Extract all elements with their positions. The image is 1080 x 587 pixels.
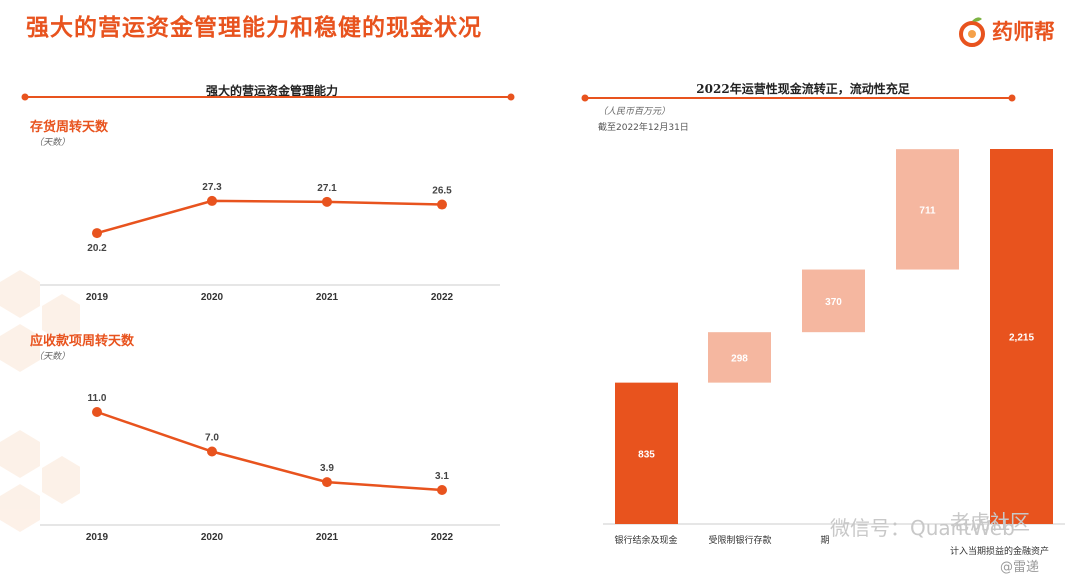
watermark-wechat: 微信号：QuantWeb — [830, 516, 1015, 540]
receivable-tick-label: 2019 — [86, 532, 109, 543]
receivable-days-chart: 11.0 2019 7.0 2020 3.9 2021 3.1 2022 — [40, 393, 500, 543]
left-panel-rule — [21, 93, 515, 101]
logo-icon-core — [968, 30, 976, 38]
waterfall-value-label: 711 — [919, 205, 936, 216]
inventory-tick-label: 2020 — [201, 292, 224, 303]
cash-date: 截至2022年12月31日 — [598, 123, 689, 133]
inventory-data-label: 20.2 — [87, 243, 107, 254]
inventory-point — [437, 199, 447, 210]
receivable-data-label: 11.0 — [88, 393, 107, 404]
right-panel-rule — [581, 94, 1016, 102]
receivable-data-label: 3.1 — [435, 471, 449, 482]
inventory-days-unit: （天数） — [34, 138, 71, 148]
logo-leaf-icon — [972, 17, 982, 22]
receivable-tick-label: 2021 — [316, 532, 339, 543]
waterfall-value-label: 298 — [731, 353, 748, 364]
left-panel-title: 强大的营运资金管理能力 — [205, 84, 338, 98]
watermark-community: 老虎社区 — [950, 510, 1030, 534]
receivable-days-title: 应收款项周转天数 — [30, 334, 135, 349]
waterfall-bar — [708, 332, 771, 383]
waterfall-bar — [896, 149, 959, 270]
inventory-series-line — [96, 199, 443, 235]
waterfall-bar — [802, 269, 865, 333]
logo-text: 药师帮 — [992, 20, 1055, 44]
waterfall-bar — [615, 382, 678, 524]
inventory-point — [207, 195, 217, 206]
inventory-data-label: 26.5 — [432, 186, 452, 197]
receivable-series-line — [96, 410, 443, 492]
cash-waterfall-chart: 835 298 370 711 2,215 银行结余及现金 受限制银行存款 期计入当期损益的金… — [603, 149, 1065, 556]
receivable-data-label: 7.0 — [205, 433, 219, 444]
waterfall-value-label: 2,215 — [1009, 333, 1034, 344]
page-title: 强大的营运资金管理能力和稳健的现金状况 — [26, 14, 482, 41]
inventory-point — [322, 196, 332, 207]
receivable-days-unit: （天数） — [34, 352, 71, 362]
inventory-point — [92, 228, 102, 239]
waterfall-category-label: 计入当期损益的金融资产 — [950, 545, 1049, 556]
waterfall-value-label: 835 — [638, 449, 655, 460]
inventory-tick-label: 2022 — [431, 292, 454, 303]
receivable-tick-label: 2022 — [431, 532, 454, 543]
inventory-tick-label: 2021 — [316, 292, 339, 303]
logo — [959, 17, 985, 47]
receivable-point — [437, 485, 447, 496]
waterfall-category-label: 受限制银行存款 — [708, 534, 771, 545]
receivable-data-label: 3.9 — [320, 463, 334, 474]
inventory-days-title: 存货周转天数 — [30, 120, 109, 135]
hexagon-decoration — [0, 270, 80, 532]
waterfall-category-label: 银行结余及现金 — [614, 534, 677, 545]
waterfall-bar — [990, 149, 1053, 524]
watermark-author: @雷递 — [1000, 560, 1040, 575]
receivable-point — [92, 407, 102, 417]
inventory-data-label: 27.1 — [317, 183, 337, 194]
receivable-point — [207, 446, 217, 457]
waterfall-value-label: 370 — [825, 297, 842, 308]
inventory-tick-label: 2019 — [86, 292, 109, 303]
inventory-data-label: 27.3 — [202, 182, 222, 193]
logo-icon — [959, 21, 985, 47]
receivable-tick-label: 2020 — [201, 532, 224, 543]
receivable-point — [322, 477, 332, 488]
waterfall-category-label: 期 — [820, 535, 829, 545]
inventory-days-chart: 20.2 2019 27.3 2020 27.1 2021 26.5 2022 — [40, 182, 500, 303]
right-panel-title: 2022年运营性现金流转正，流动性充足 — [696, 82, 910, 96]
cash-unit: （人民币百万元） — [598, 107, 671, 117]
